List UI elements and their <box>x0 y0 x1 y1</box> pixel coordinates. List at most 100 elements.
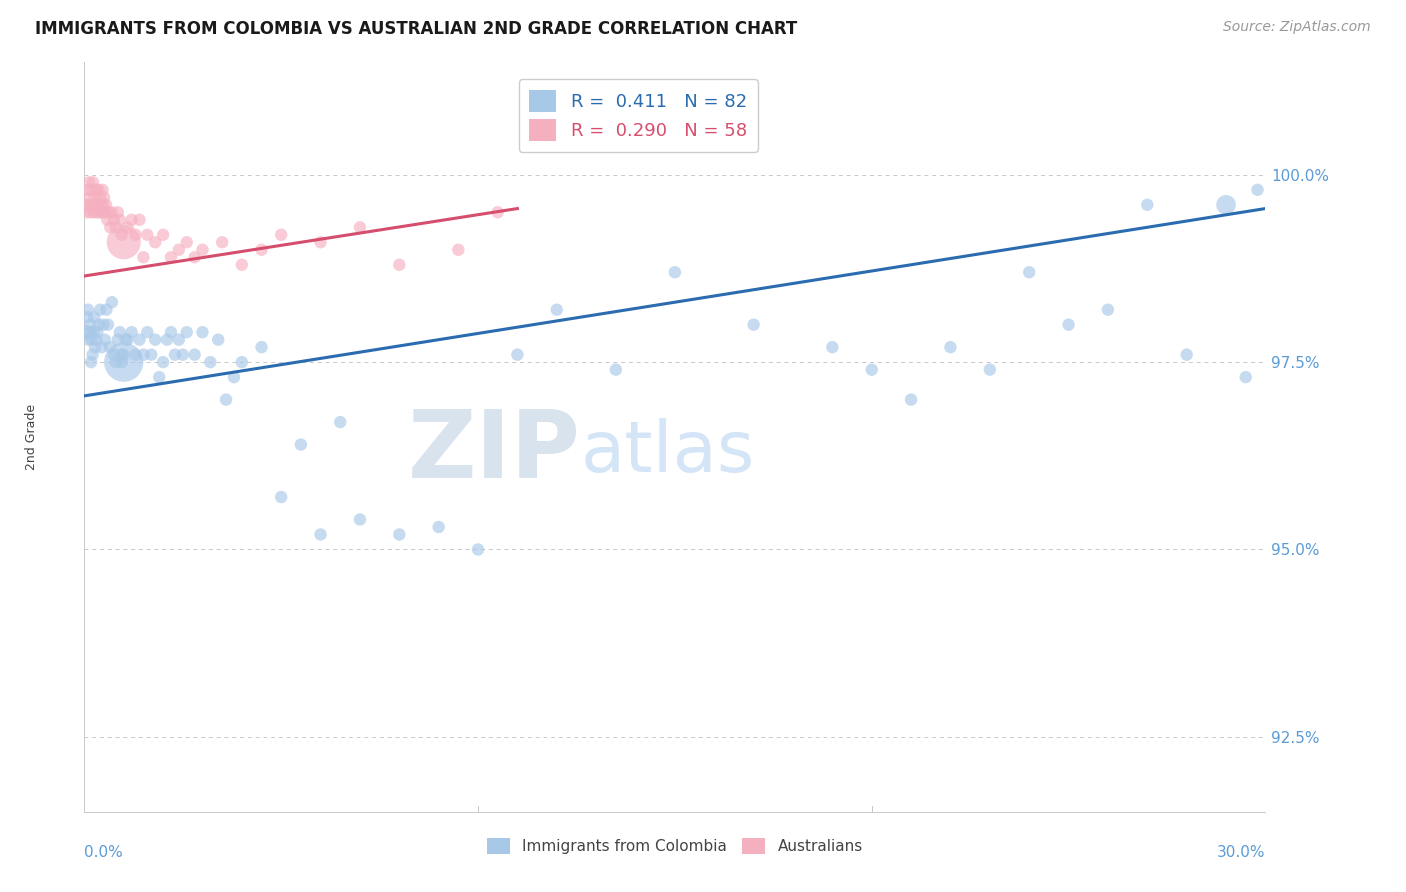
Point <box>176 325 198 339</box>
Point <box>77 175 100 189</box>
Text: ZIP: ZIP <box>408 406 581 498</box>
Point <box>86 325 108 339</box>
Point <box>101 295 124 310</box>
Point <box>98 340 121 354</box>
Point <box>103 212 125 227</box>
Point <box>80 333 103 347</box>
Point <box>191 243 214 257</box>
Point <box>176 235 198 250</box>
Point <box>89 190 111 204</box>
Point <box>94 205 117 219</box>
Point <box>112 235 135 250</box>
Point <box>742 318 765 332</box>
Point <box>83 310 105 325</box>
Point <box>427 520 450 534</box>
Text: Source: ZipAtlas.com: Source: ZipAtlas.com <box>1223 20 1371 34</box>
Point <box>104 220 127 235</box>
Point <box>83 190 105 204</box>
Point <box>77 333 100 347</box>
Point <box>388 527 411 541</box>
Point <box>91 183 114 197</box>
Point <box>250 340 273 354</box>
Point <box>112 355 135 369</box>
Point <box>89 205 111 219</box>
Point <box>124 348 146 362</box>
Point <box>211 235 233 250</box>
Point <box>664 265 686 279</box>
Point <box>112 348 135 362</box>
Point <box>124 227 146 242</box>
Point <box>87 198 110 212</box>
Point <box>82 198 104 212</box>
Point <box>349 512 371 526</box>
Text: IMMIGRANTS FROM COLOMBIA VS AUSTRALIAN 2ND GRADE CORRELATION CHART: IMMIGRANTS FROM COLOMBIA VS AUSTRALIAN 2… <box>35 20 797 37</box>
Point <box>86 205 108 219</box>
Point <box>388 258 411 272</box>
Point <box>83 205 105 219</box>
Point <box>80 355 103 369</box>
Point <box>121 325 143 339</box>
Point <box>79 190 101 204</box>
Point <box>506 348 529 362</box>
Point <box>132 250 155 264</box>
Point <box>84 198 107 212</box>
Point <box>160 325 183 339</box>
Point <box>77 302 100 317</box>
Point <box>128 212 150 227</box>
Point <box>82 325 104 339</box>
Point <box>270 227 292 242</box>
Point <box>79 205 101 219</box>
Point <box>1246 183 1268 197</box>
Point <box>91 318 114 332</box>
Point <box>90 340 112 354</box>
Point <box>97 318 120 332</box>
Point <box>1234 370 1257 384</box>
Point <box>87 318 110 332</box>
Point <box>136 325 159 339</box>
Point <box>1018 265 1040 279</box>
Point <box>183 250 205 264</box>
Point <box>79 325 101 339</box>
Point <box>250 243 273 257</box>
Point <box>309 235 332 250</box>
Point <box>222 370 245 384</box>
Point <box>143 333 166 347</box>
Point <box>79 318 101 332</box>
Point <box>76 183 98 197</box>
Point <box>108 325 131 339</box>
Point <box>309 527 332 541</box>
Point <box>101 205 124 219</box>
Point <box>94 198 117 212</box>
Point <box>160 250 183 264</box>
Point <box>207 333 229 347</box>
Point <box>329 415 352 429</box>
Point <box>84 333 107 347</box>
Point <box>290 437 312 451</box>
Point <box>1097 302 1119 317</box>
Point <box>136 227 159 242</box>
Legend: Immigrants from Colombia, Australians: Immigrants from Colombia, Australians <box>481 832 869 860</box>
Point <box>141 348 163 362</box>
Point <box>1057 318 1080 332</box>
Point <box>132 348 155 362</box>
Text: 2nd Grade: 2nd Grade <box>25 404 38 470</box>
Point <box>156 333 179 347</box>
Point <box>94 333 117 347</box>
Point <box>152 355 174 369</box>
Point <box>152 227 174 242</box>
Point <box>1215 198 1237 212</box>
Point <box>349 220 371 235</box>
Point <box>97 205 120 219</box>
Point <box>114 333 136 347</box>
Text: 0.0%: 0.0% <box>84 846 124 861</box>
Point <box>143 235 166 250</box>
Point <box>215 392 238 407</box>
Point <box>1136 198 1159 212</box>
Point <box>860 362 883 376</box>
Point <box>821 340 844 354</box>
Point <box>87 183 110 197</box>
Point <box>96 212 118 227</box>
Point <box>89 302 111 317</box>
Point <box>167 243 190 257</box>
Point <box>76 205 98 219</box>
